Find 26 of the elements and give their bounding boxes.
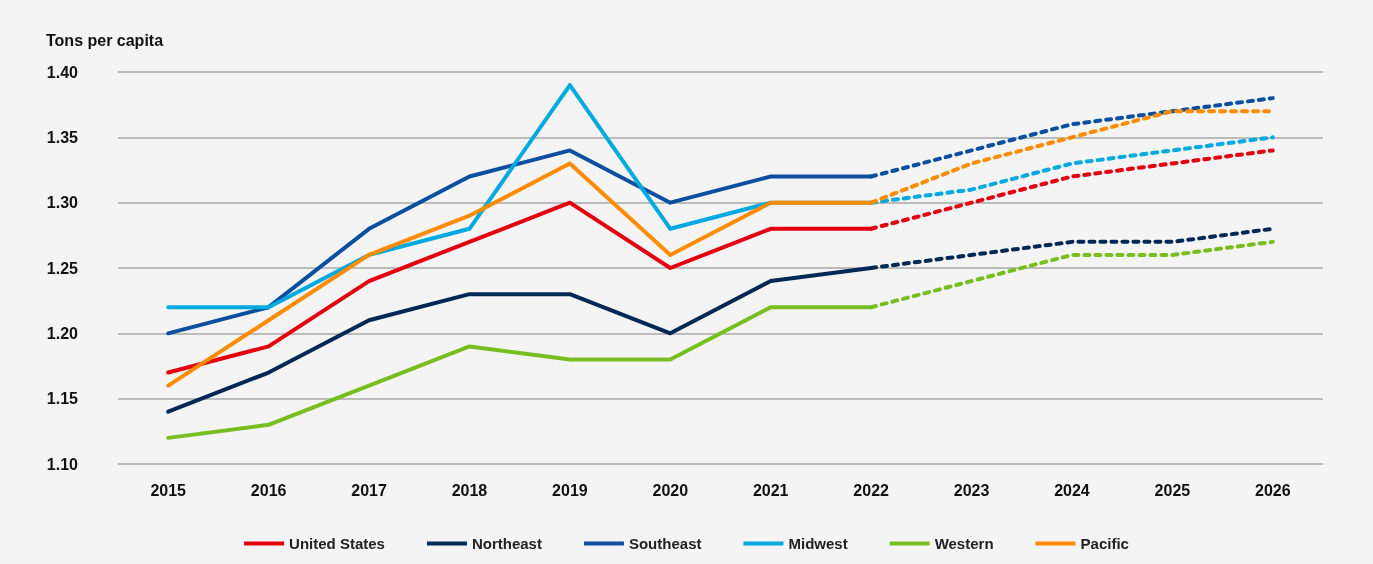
legend-label: Southeast xyxy=(628,535,702,552)
x-tick-label: 2024 xyxy=(1054,481,1090,499)
x-tick-label: 2022 xyxy=(853,481,890,499)
legend-label: Northeast xyxy=(471,535,542,552)
y-tick-label: 1.35 xyxy=(46,128,79,146)
x-tick-label: 2026 xyxy=(1254,481,1291,499)
legend-label: Midwest xyxy=(788,535,848,552)
x-tick-label: 2017 xyxy=(351,481,387,499)
legend-label: Western xyxy=(934,535,994,552)
x-tick-label: 2018 xyxy=(451,481,488,499)
x-tick-label: 2015 xyxy=(150,481,187,499)
y-tick-label: 1.30 xyxy=(46,194,79,212)
y-tick-label: 1.10 xyxy=(46,455,79,473)
x-tick-label: 2021 xyxy=(752,481,789,499)
x-tick-label: 2020 xyxy=(652,481,689,499)
legend-label: Pacific xyxy=(1080,535,1129,552)
x-tick-label: 2016 xyxy=(250,481,287,499)
legend-label: United States xyxy=(289,535,385,552)
x-tick-label: 2019 xyxy=(552,481,588,499)
x-tick-label: 2023 xyxy=(953,481,990,499)
y-axis-title: Tons per capita xyxy=(46,31,164,49)
y-tick-label: 1.25 xyxy=(46,259,79,277)
y-tick-label: 1.15 xyxy=(46,390,79,408)
y-tick-label: 1.20 xyxy=(46,324,79,342)
y-tick-label: 1.40 xyxy=(46,63,79,81)
x-tick-label: 2025 xyxy=(1154,481,1191,499)
